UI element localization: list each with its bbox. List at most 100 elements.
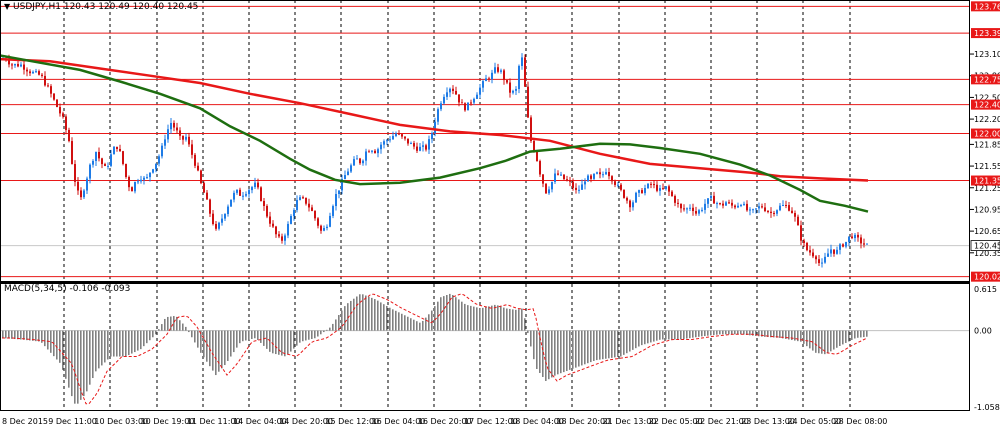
candle-body [440,103,442,110]
candle-body [617,184,619,186]
macd-bar [671,330,673,340]
candle-body [461,102,463,104]
candle-body [782,204,784,206]
macd-bar [200,330,202,353]
candle-body [437,109,439,122]
macd-tick-label: 0.615 [974,285,997,294]
macd-bar [509,308,511,331]
macd-bar [806,330,808,347]
macd-bar [284,330,286,357]
candle-body [773,212,775,214]
macd-bar [776,330,778,338]
candle-body [116,146,118,149]
macd-bar [755,330,757,336]
candle-body [395,133,397,136]
macd-bar [71,330,73,397]
macd-bar [557,330,559,375]
current-price-badge [970,240,1000,251]
macd-bar [668,330,670,340]
candle-body [245,194,247,196]
candle-body [527,86,529,118]
macd-bar [350,300,352,331]
candle-body [50,86,52,94]
candle-body [503,70,505,81]
macd-bar [161,324,163,331]
macd-bar [710,330,712,336]
macd-bar [596,330,598,361]
candle-body [20,64,22,67]
candle-body [815,256,817,260]
candle-body [218,222,220,229]
macd-bar [692,330,694,338]
macd-bar [299,330,301,343]
candle-body [677,202,679,204]
candle-body [761,206,763,208]
candle-body [275,226,277,235]
macd-bar [836,330,838,348]
macd-bar [413,319,415,331]
candle-body [191,144,193,155]
candle-body [233,192,235,200]
candle-body [293,210,295,217]
candle-body [167,129,169,140]
candle-body [68,129,70,142]
candle-body [683,208,685,210]
macd-bar [599,330,601,360]
macd-bar [680,330,682,340]
candle-body [545,183,547,194]
macd-bar [800,330,802,342]
time-tick-label: 22 Dec 05:00 [649,417,703,426]
macd-bar [857,330,859,338]
macd-bar [167,316,169,331]
candle-body [662,188,664,190]
candle-body [758,206,760,209]
macd-bar [236,330,238,348]
candle-body [797,216,799,226]
candle-body [341,179,343,191]
candle-body [713,195,715,204]
candle-body [302,197,304,199]
macd-bar [605,330,607,359]
candle-body [848,236,850,242]
macd-bar [266,330,268,349]
macd-bar [623,330,625,355]
macd-bar [524,318,526,331]
candle-body [377,149,379,154]
macd-bar [83,330,85,397]
macd-bar [14,330,16,340]
macd-bar [593,330,595,361]
candle-body [842,244,844,247]
candle-body [374,150,376,154]
macd-tick-label: -1.058 [974,403,1000,412]
candle-body [530,117,532,141]
macd-bar [656,330,658,341]
macd-bar [146,330,148,344]
macd-bar [44,330,46,347]
macd-bar [332,323,334,331]
macd-bar [575,330,577,368]
candle-body [695,211,697,214]
macd-bar [401,313,403,331]
candle-body [500,70,502,72]
candle-body [323,228,325,231]
macd-bar [221,330,223,369]
price-tick-label: 120.65 [974,227,1000,236]
chart-menu-arrow-icon[interactable]: ▼ [4,2,11,11]
candle-body [128,176,130,188]
candle-body [17,63,19,67]
candle-body [455,90,457,95]
candle-body [476,94,478,99]
candle-body [482,81,484,88]
candle-body [368,151,370,153]
candle-body [755,208,757,210]
macd-bar [251,330,253,339]
candle-body [320,225,322,231]
chart-title: USDJPY,H1 120.43 120.49 120.40 120.45 [13,2,199,12]
macd-bar [278,330,280,355]
candle-body [227,206,229,215]
candle-body [389,139,391,141]
candle-body [26,69,28,72]
candle-body [338,190,340,195]
candle-body [371,150,373,152]
